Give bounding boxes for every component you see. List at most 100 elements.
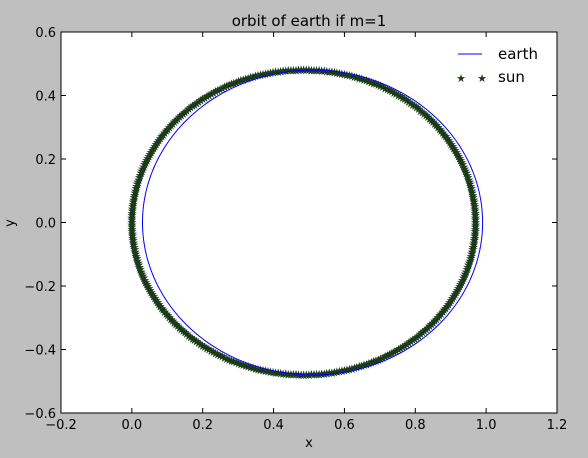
sun-marker: ★: [453, 149, 464, 163]
sun-marker: ★: [329, 365, 340, 379]
sun-marker: ★: [431, 119, 442, 133]
sun-marker: ★: [316, 64, 327, 78]
sun-marker: ★: [268, 365, 279, 379]
sun-marker: ★: [469, 236, 480, 250]
sun-marker: ★: [371, 354, 382, 368]
sun-marker: ★: [405, 96, 416, 110]
sun-marker: ★: [193, 95, 204, 109]
sun-marker: ★: [419, 107, 430, 121]
sun-marker: ★: [469, 202, 480, 216]
sun-marker: ★: [462, 171, 473, 185]
sun-marker: ★: [403, 336, 414, 350]
sun-marker: ★: [265, 365, 276, 379]
sun-marker: ★: [324, 65, 335, 79]
sun-marker: ★: [127, 231, 138, 245]
sun-marker: ★: [215, 349, 226, 363]
sun-marker: ★: [453, 282, 464, 296]
x-tick-label: 0.8: [405, 418, 426, 433]
sun-marker: ★: [180, 326, 191, 340]
sun-marker: ★: [280, 367, 291, 381]
sun-marker: ★: [469, 200, 480, 214]
sun-marker: ★: [158, 303, 169, 317]
sun-marker: ★: [382, 82, 393, 96]
sun-marker: ★: [193, 336, 204, 350]
sun-marker: ★: [236, 357, 247, 371]
sun-marker: ★: [440, 301, 451, 315]
sun-marker: ★: [128, 238, 139, 252]
x-tick-label: 0.6: [334, 418, 355, 433]
sun-marker: ★: [243, 360, 254, 374]
sun-marker: ★: [337, 67, 348, 81]
sun-marker: ★: [424, 112, 435, 126]
sun-marker: ★: [462, 260, 473, 274]
sun-marker: ★: [217, 350, 228, 364]
sun-marker: ★: [238, 73, 249, 87]
sun-marker: ★: [411, 330, 422, 344]
sun-marker: ★: [451, 145, 462, 159]
sun-marker: ★: [133, 256, 144, 270]
sun-marker: ★: [268, 66, 279, 80]
legend-sun-marker-2: ★: [477, 72, 487, 85]
sun-marker: ★: [439, 303, 450, 317]
sun-marker: ★: [456, 275, 467, 289]
x-tick-label: 1.2: [547, 418, 568, 433]
sun-marker: ★: [127, 200, 138, 214]
sun-marker: ★: [159, 126, 170, 140]
sun-marker: ★: [373, 78, 384, 92]
sun-marker: ★: [172, 319, 183, 333]
sun-marker: ★: [324, 366, 335, 380]
sun-marker: ★: [197, 339, 208, 353]
sun-marker: ★: [422, 321, 433, 335]
sun-marker: ★: [469, 231, 480, 245]
sun-marker: ★: [131, 182, 142, 196]
sun-marker: ★: [461, 265, 472, 279]
sun-marker: ★: [421, 109, 432, 123]
sun-marker: ★: [375, 352, 386, 366]
sun-marker: ★: [452, 147, 463, 161]
sun-marker: ★: [467, 186, 478, 200]
sun-marker: ★: [138, 160, 149, 174]
sun-marker: ★: [426, 114, 437, 128]
y-tick-label: 0.2: [35, 153, 56, 168]
sun-marker: ★: [273, 65, 284, 79]
sun-marker: ★: [415, 327, 426, 341]
sun-marker: ★: [470, 204, 481, 218]
sun-marker: ★: [437, 305, 448, 319]
sun-marker: ★: [129, 188, 140, 202]
earth-series: [141, 69, 484, 376]
sun-marker: ★: [433, 311, 444, 325]
sun-marker: ★: [139, 273, 150, 287]
sun-marker: ★: [470, 218, 481, 232]
sun-marker: ★: [208, 345, 219, 359]
legend-sun-label: sun: [498, 68, 525, 86]
sun-marker: ★: [140, 156, 151, 170]
sun-marker: ★: [470, 225, 481, 239]
sun-marker: ★: [321, 367, 332, 381]
sun-marker: ★: [224, 78, 235, 92]
sun-marker: ★: [469, 234, 480, 248]
sun-marker: ★: [413, 102, 424, 116]
sun-marker: ★: [231, 75, 242, 89]
sun-marker: ★: [448, 290, 459, 304]
sun-marker: ★: [329, 66, 340, 80]
sun-marker: ★: [129, 243, 140, 257]
sun-marker: ★: [248, 70, 259, 84]
sun-marker: ★: [285, 64, 296, 78]
sun-marker: ★: [226, 77, 237, 91]
sun-marker: ★: [351, 360, 362, 374]
legend-earth-label: earth: [498, 45, 538, 63]
sun-marker: ★: [344, 69, 355, 83]
sun-marker: ★: [280, 64, 291, 78]
sun-marker: ★: [166, 312, 177, 326]
sun-marker: ★: [446, 294, 457, 308]
sun-marker: ★: [349, 70, 360, 84]
sun-marker: ★: [468, 191, 479, 205]
sun-marker: ★: [145, 284, 156, 298]
sun-marker: ★: [470, 209, 481, 223]
sun-marker: ★: [185, 330, 196, 344]
sun-marker: ★: [288, 63, 299, 77]
sun-marker: ★: [146, 286, 157, 300]
sun-marker: ★: [191, 335, 202, 349]
sun-marker: ★: [132, 177, 143, 191]
sun-marker: ★: [189, 333, 200, 347]
